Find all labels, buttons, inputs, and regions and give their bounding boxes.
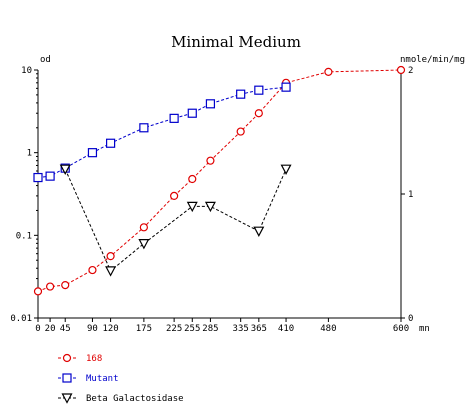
data-point (105, 266, 117, 277)
x-tick-label: 600 (393, 324, 409, 334)
data-point (254, 109, 263, 118)
data-point (105, 138, 116, 148)
x-tick-label: 480 (320, 324, 336, 334)
data-point (169, 113, 179, 123)
data-point (106, 252, 115, 261)
legend: 168 Mutant Beta Galactosidase (58, 353, 184, 404)
x-tick-label: 410 (278, 324, 294, 334)
data-point (59, 164, 71, 175)
data-point (139, 223, 148, 232)
data-point (236, 89, 246, 99)
right-tick-label: 2 (408, 66, 413, 76)
data-point (236, 127, 245, 136)
series-2 (59, 164, 292, 277)
legend-label: Beta Galactosidase (86, 394, 184, 404)
data-point (45, 282, 55, 291)
data-point (33, 172, 43, 183)
x-tick-label: 335 (233, 324, 249, 334)
data-point (138, 239, 150, 250)
data-point (188, 174, 197, 184)
series-line (37, 69, 402, 292)
x-tick-label: 20 (45, 324, 56, 334)
data-point (324, 67, 333, 76)
left-tick-label: 1 (27, 149, 32, 159)
x-tick-label: 45 (60, 324, 71, 334)
x-tick-label: 255 (184, 324, 200, 334)
data-point (170, 191, 179, 200)
data-point (45, 171, 55, 181)
left-tick-label: 0.1 (16, 231, 32, 241)
data-point (281, 82, 291, 92)
legend-label: 168 (86, 354, 102, 364)
x-tick-label: 90 (87, 324, 98, 334)
legend-marker (62, 353, 72, 363)
left-axis-label: od (40, 55, 51, 65)
x-tick-label: 285 (202, 324, 218, 334)
right-tick-label: 0 (408, 314, 413, 324)
legend-item: 168 (58, 353, 102, 364)
data-point (33, 287, 43, 296)
x-tick-label: 175 (136, 324, 152, 334)
data-point (396, 65, 406, 75)
data-point (87, 148, 98, 158)
left-tick-label: 0.01 (10, 314, 32, 324)
x-tick-label: 120 (102, 324, 118, 334)
left-tick-label: 10 (21, 66, 32, 76)
x-tick-label: 365 (251, 324, 267, 334)
series-1 (33, 82, 291, 183)
legend-item: Beta Galactosidase (58, 393, 184, 404)
x-tick-label: 225 (166, 324, 182, 334)
right-tick-label: 1 (408, 190, 413, 200)
series-layer (33, 65, 406, 296)
right-axis-label: nmole/min/mg (400, 55, 465, 65)
x-tick-label: 0 (35, 324, 40, 334)
data-point (253, 226, 265, 237)
x-axis-unit-label: mn (419, 324, 430, 334)
data-point (254, 85, 264, 95)
data-point (187, 108, 197, 118)
data-point (88, 265, 97, 275)
legend-marker (62, 373, 72, 383)
data-point (206, 156, 215, 165)
data-point (205, 99, 216, 109)
legend-label: Mutant (86, 374, 119, 384)
data-point (280, 164, 292, 175)
chart-title: Minimal Medium (171, 33, 301, 51)
legend-item: Mutant (58, 373, 119, 384)
series-line (64, 168, 287, 272)
data-point (186, 201, 198, 213)
legend-marker (61, 393, 73, 404)
data-point (204, 201, 216, 213)
data-point (139, 123, 149, 133)
data-point (61, 281, 70, 290)
series-line (37, 86, 287, 179)
series-0 (33, 65, 406, 296)
